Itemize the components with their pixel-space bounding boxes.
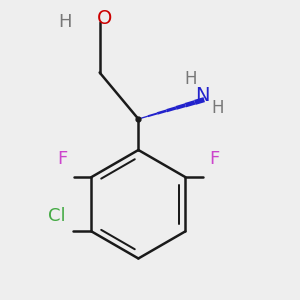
Text: H: H [211,99,224,117]
Text: H: H [58,13,71,31]
Text: Cl: Cl [48,207,66,225]
Text: F: F [57,150,68,168]
Text: H: H [185,70,197,88]
Text: O: O [97,9,112,28]
Text: F: F [209,150,219,168]
Text: N: N [195,86,209,105]
